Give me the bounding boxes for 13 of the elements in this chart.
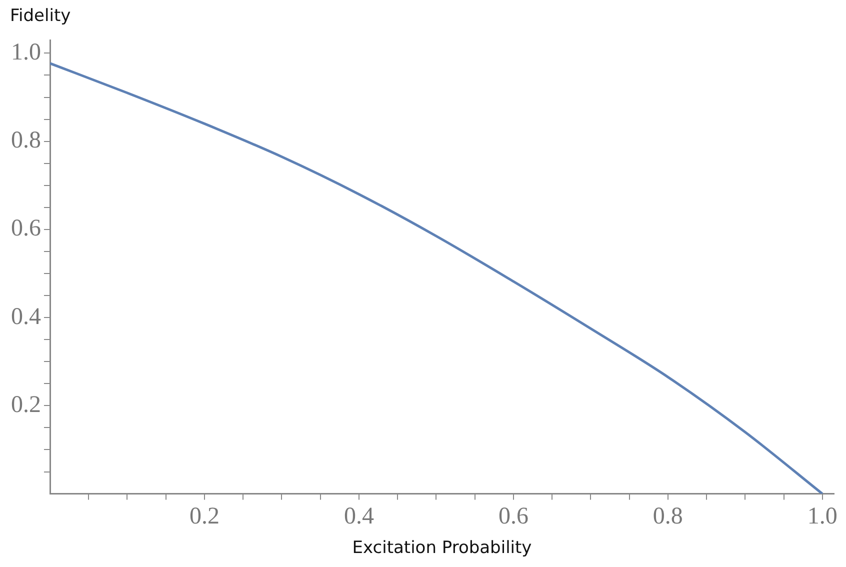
y-tick-label: 0.2 (11, 392, 41, 418)
y-tick-label: 0.4 (11, 304, 41, 330)
x-tick-label: 0.6 (498, 503, 528, 530)
y-tick-label: 0.6 (11, 216, 41, 242)
line-series (50, 62, 824, 494)
x-axis-title: Excitation Probability (352, 538, 532, 558)
y-tick-label: 0.8 (11, 128, 41, 154)
y-tick-label: 1.0 (11, 40, 41, 66)
x-tick-label: 0.8 (652, 503, 683, 530)
x-tick-label: 0.4 (344, 503, 374, 530)
x-tick-label: 1.0 (807, 503, 838, 530)
x-tick-label: 0.2 (189, 503, 220, 530)
y-axis-title: Fidelity (10, 6, 71, 26)
